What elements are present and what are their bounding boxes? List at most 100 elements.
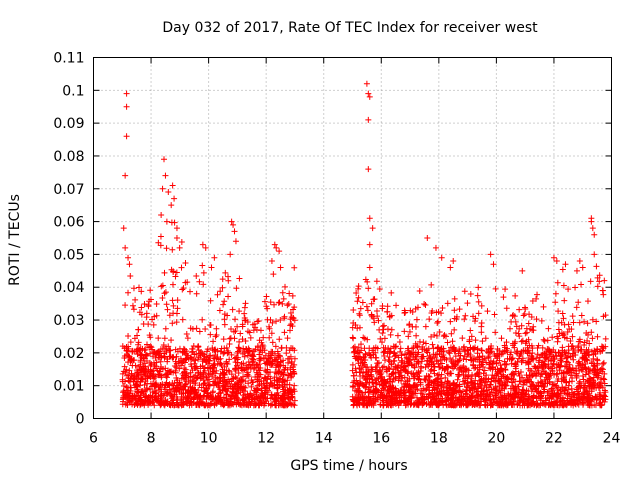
data-point	[130, 285, 137, 292]
data-point	[384, 303, 391, 310]
data-point	[138, 288, 145, 295]
data-point	[434, 319, 441, 326]
data-point	[235, 348, 242, 355]
data-point	[214, 379, 221, 386]
data-point	[552, 290, 559, 297]
data-point	[251, 361, 258, 368]
data-point	[573, 304, 580, 311]
data-point	[249, 351, 256, 358]
data-point	[562, 261, 569, 268]
data-point	[138, 304, 145, 311]
data-point	[528, 373, 535, 380]
data-point	[368, 366, 375, 373]
data-point	[365, 399, 372, 406]
data-point	[526, 372, 533, 379]
data-point	[145, 303, 152, 310]
data-point	[589, 316, 596, 323]
data-point	[264, 316, 271, 323]
data-point	[123, 90, 130, 97]
data-point	[572, 284, 579, 291]
data-point	[233, 285, 240, 292]
data-point	[582, 364, 589, 371]
data-point	[273, 318, 280, 325]
data-point	[165, 343, 172, 350]
data-point	[413, 369, 420, 376]
data-point	[401, 307, 408, 314]
data-point	[478, 329, 485, 336]
data-point	[569, 333, 576, 340]
data-point	[514, 393, 521, 400]
data-point	[580, 389, 587, 396]
data-point	[231, 381, 238, 388]
data-point	[375, 317, 382, 324]
data-point	[160, 342, 167, 349]
data-point	[352, 355, 359, 362]
data-point	[509, 395, 516, 402]
data-point	[476, 354, 483, 361]
data-point	[407, 394, 414, 401]
data-point	[450, 257, 457, 264]
data-point	[448, 358, 455, 365]
data-point	[429, 389, 436, 396]
data-point	[441, 390, 448, 397]
data-point	[539, 344, 546, 351]
data-point	[523, 395, 530, 402]
data-point	[217, 389, 224, 396]
data-point	[569, 353, 576, 360]
data-point	[150, 375, 157, 382]
data-point	[360, 401, 367, 408]
data-point	[266, 334, 273, 341]
data-point	[125, 352, 132, 359]
data-point	[468, 398, 475, 405]
data-point	[127, 339, 134, 346]
data-point	[424, 349, 431, 356]
data-point	[521, 402, 528, 409]
data-point	[556, 367, 563, 374]
data-point	[367, 395, 374, 402]
data-point	[429, 341, 436, 348]
data-point	[237, 330, 244, 337]
data-point	[509, 383, 516, 390]
data-point	[134, 388, 141, 395]
data-point	[134, 369, 141, 376]
data-point	[263, 303, 270, 310]
data-point	[122, 378, 129, 385]
data-point	[512, 292, 519, 299]
data-point	[388, 289, 395, 296]
data-point	[467, 290, 474, 297]
data-point	[232, 365, 239, 372]
data-point	[553, 352, 560, 359]
data-point	[263, 293, 270, 300]
data-point	[565, 286, 572, 293]
data-point	[417, 390, 424, 397]
data-point	[559, 395, 566, 402]
data-point	[288, 360, 295, 367]
data-point	[541, 338, 548, 345]
data-point	[578, 346, 585, 353]
data-point	[147, 296, 154, 303]
data-point	[394, 365, 401, 372]
data-point	[163, 301, 170, 308]
data-point	[169, 380, 176, 387]
data-point	[413, 342, 420, 349]
data-point	[199, 262, 206, 269]
data-point	[195, 387, 202, 394]
data-point	[373, 307, 380, 314]
data-point	[261, 390, 268, 397]
data-point	[438, 310, 445, 317]
data-point	[563, 378, 570, 385]
data-point	[601, 398, 608, 405]
data-point	[416, 287, 423, 294]
data-point	[173, 319, 180, 326]
data-point	[556, 349, 563, 356]
data-point	[530, 382, 537, 389]
data-point	[158, 391, 165, 398]
data-point	[371, 397, 378, 404]
data-point	[459, 335, 466, 342]
data-point	[388, 312, 395, 319]
data-point	[512, 338, 519, 345]
data-point	[388, 326, 395, 333]
data-point	[545, 355, 552, 362]
data-point	[276, 368, 283, 375]
data-point	[467, 327, 474, 334]
